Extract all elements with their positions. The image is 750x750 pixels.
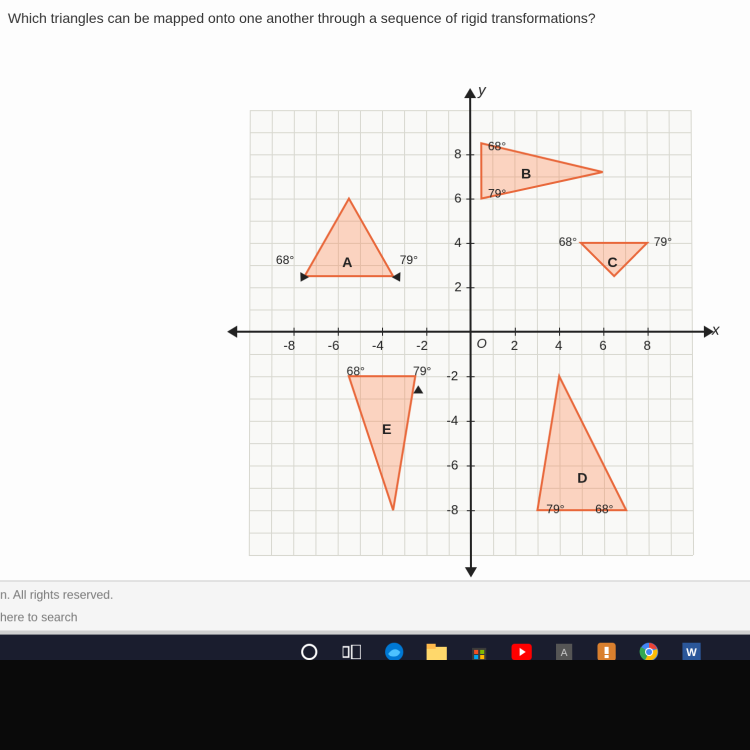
angle-label: 79°	[413, 364, 431, 378]
callout-arrow	[413, 385, 423, 393]
angle-label: 79°	[654, 235, 672, 249]
screen: Which triangles can be mapped onto one a…	[0, 0, 750, 667]
content-area: Which triangles can be mapped onto one a…	[0, 0, 750, 616]
triangle-E	[349, 376, 416, 510]
angle-label: 68°	[347, 364, 365, 378]
x-tick-label: 4	[555, 338, 562, 353]
triangle-D	[537, 376, 626, 510]
origin-label: O	[477, 336, 487, 351]
svg-text:A: A	[561, 648, 568, 659]
x-axis-label: x	[712, 322, 720, 339]
y-axis-arrow-up	[464, 88, 476, 98]
search-hint[interactable]: here to search	[0, 604, 750, 631]
x-tick-label: -2	[416, 338, 428, 353]
angle-label: 68°	[488, 140, 506, 154]
x-axis-arrow-left	[227, 326, 237, 338]
x-tick-label: 8	[644, 338, 651, 353]
y-tick-label: 2	[454, 279, 461, 294]
triangle-label-B: B	[521, 165, 531, 181]
y-axis-arrow-down	[465, 567, 477, 577]
angle-label: 79°	[488, 186, 506, 200]
x-tick-label: -6	[328, 338, 340, 353]
angle-label: 79°	[546, 502, 564, 516]
y-tick-label: -2	[446, 368, 458, 383]
coordinate-graph: x y O -8-6-4-224688642-2-4-6-8A68°79°B68…	[249, 110, 693, 555]
x-tick-label: 6	[599, 338, 606, 353]
triangle-label-A: A	[342, 254, 352, 270]
svg-text:W: W	[686, 647, 697, 659]
y-axis-label: y	[478, 82, 486, 99]
below-screen-area	[0, 660, 750, 750]
y-tick-label: -4	[447, 413, 459, 428]
angle-label: 68°	[276, 253, 294, 267]
y-tick-label: -6	[447, 457, 459, 472]
question-text: Which triangles can be mapped onto one a…	[8, 10, 596, 26]
x-tick-label: 2	[511, 338, 518, 353]
triangle-label-D: D	[577, 470, 587, 486]
y-tick-label: 8	[454, 146, 461, 161]
y-tick-label: 6	[454, 191, 461, 206]
x-tick-label: -8	[283, 338, 295, 353]
y-tick-label: 4	[454, 235, 461, 250]
triangle-label-E: E	[382, 421, 391, 437]
angle-label: 79°	[400, 253, 418, 267]
x-tick-label: -4	[372, 338, 384, 353]
angle-label: 68°	[595, 502, 613, 516]
triangle-label-C: C	[607, 254, 617, 270]
y-tick-label: -8	[447, 502, 459, 517]
angle-label: 68°	[559, 235, 577, 249]
